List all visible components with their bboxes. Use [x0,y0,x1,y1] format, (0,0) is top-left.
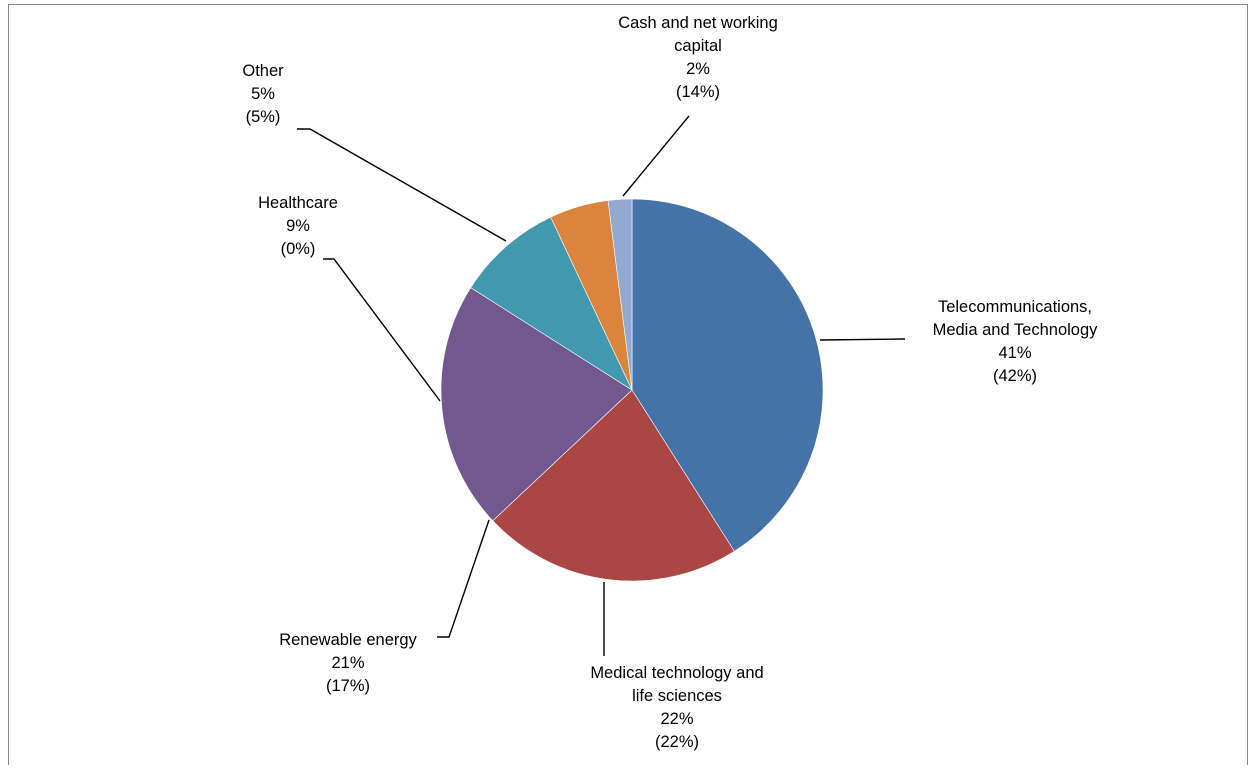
slice-label-value: 21% [331,654,364,672]
slice-label-prior: (5%) [246,108,281,126]
slice-label: Other 5% (5%) [242,62,284,126]
pie-slice [440,287,633,522]
slice-label-value: 9% [286,217,310,235]
slice-label: Telecommunications, Media and Technology 4… [933,298,1099,385]
pie-slice [492,389,735,582]
leader-line [437,519,490,638]
slice-label-prior: (22%) [655,733,699,751]
slice-label-value: 5% [251,85,275,103]
slice-label-prior: (42%) [993,367,1037,385]
slice-label-prior: (0%) [281,240,316,258]
slice-label-name: Media and Technology [933,321,1099,339]
slice-labels: Telecommunications, Media and Technology 4… [242,14,1098,751]
slice-label-value: 2% [686,60,710,78]
pie-slices [440,198,824,582]
slice-label-name: Medical technology and [590,664,763,682]
pie-slice [607,198,633,391]
leader-line [622,115,690,197]
pie-slice [470,216,633,391]
leader-line [323,258,441,402]
slice-label: Cash and net working capital 2% (14%) [618,14,778,101]
slice-label-name: life sciences [632,687,722,705]
slice-label-name: Healthcare [258,194,338,212]
slice-label-name: capital [674,37,722,55]
leader-lines [297,115,906,656]
chart-frame [8,4,1248,765]
slice-label-name: Other [242,62,284,80]
slice-label-name: Renewable energy [279,631,417,649]
slice-label: Renewable energy 21% (17%) [279,631,417,695]
slice-label-name: Cash and net working [618,14,778,32]
leader-line [819,338,906,341]
slice-label-name: Telecommunications, [938,298,1092,316]
slice-label-value: 22% [660,710,693,728]
slice-label-prior: (17%) [326,677,370,695]
slice-label-prior: (14%) [676,83,720,101]
pie-slice [631,198,824,552]
slice-label-value: 41% [998,344,1031,362]
slice-label: Healthcare 9% (0%) [258,194,338,258]
slice-label: Medical technology and life sciences 22% (2… [590,664,763,751]
leader-line [297,128,507,242]
